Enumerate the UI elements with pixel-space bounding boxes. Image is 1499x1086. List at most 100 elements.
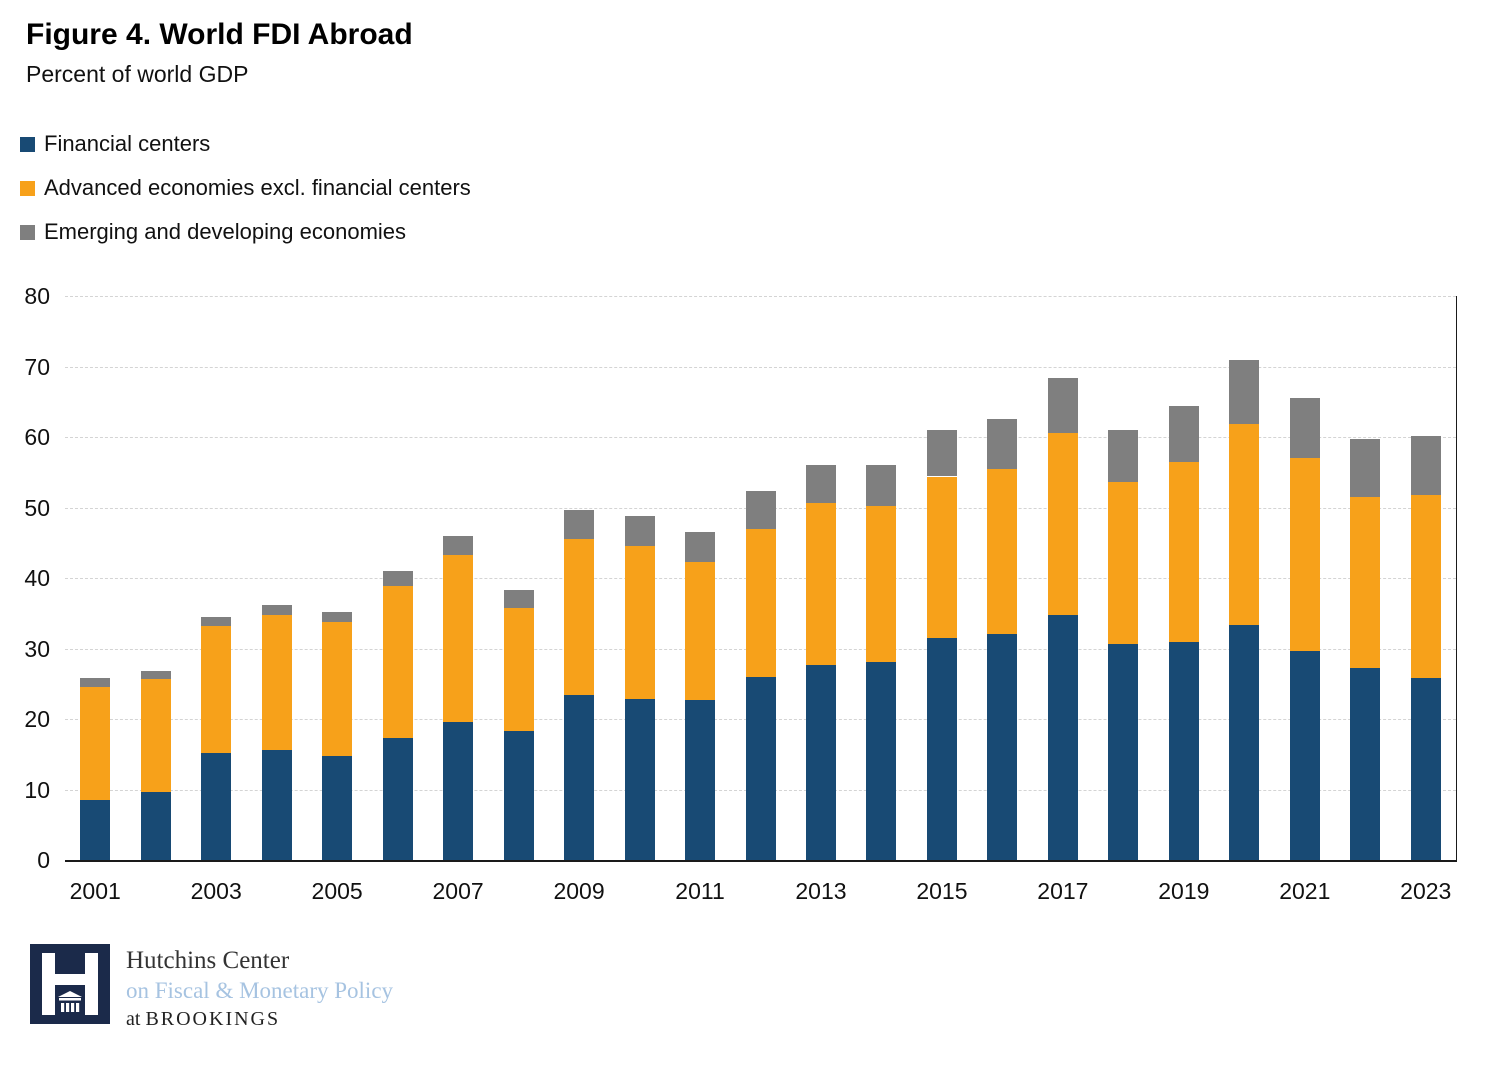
bar-2005-financial-centers — [322, 756, 353, 860]
bar-2014-advanced-economies-excl-financial-centers — [866, 506, 897, 662]
legend-swatch-advanced-economies — [20, 180, 35, 196]
y-tick-label-40: 40 — [24, 565, 50, 591]
bar-2002-advanced-economies-excl-financial-centers — [140, 678, 171, 792]
chart-title: Figure 4. World FDI Abroad — [26, 18, 413, 51]
bar-2019-advanced-economies-excl-financial-centers — [1168, 461, 1199, 643]
chart-area: 0 10 20 30 40 50 60 70 80 2001 2003 2005 2007 2009 201… — [0, 283, 1499, 904]
bar-2021-emerging-and-developing-economies — [1289, 398, 1320, 459]
bar-2020-financial-centers — [1229, 624, 1260, 860]
bar-2019-emerging-and-developing-economies — [1168, 406, 1199, 462]
footer-brand-line: at BROOKINGS — [126, 1005, 393, 1034]
bar-2006-emerging-and-developing-economies — [382, 570, 413, 587]
x-tick-label-2017: 2017 — [1037, 878, 1089, 904]
footer-brand-name: BROOKINGS — [145, 1008, 281, 1030]
bar-2023-emerging-and-developing-economies — [1410, 435, 1441, 495]
bar-2009-emerging-and-developing-economies — [564, 510, 595, 539]
hutchins-center-logo-icon — [30, 944, 110, 1024]
bar-2017-financial-centers — [1047, 615, 1078, 860]
x-tick-label-2019: 2019 — [1158, 878, 1210, 904]
x-tick-label-2021: 2021 — [1279, 878, 1331, 904]
bar-2017-advanced-economies-excl-financial-centers — [1047, 432, 1078, 616]
y-tick-label-50: 50 — [24, 494, 50, 521]
legend-swatch-emerging-economies — [20, 224, 35, 240]
bar-2018-advanced-economies-excl-financial-centers — [1108, 482, 1139, 644]
footer-brand-prefix: at — [126, 1008, 146, 1030]
bar-2006-financial-centers — [382, 738, 413, 860]
bar-2016-financial-centers — [987, 634, 1018, 860]
bar-2011-advanced-economies-excl-financial-centers — [685, 561, 716, 700]
bar-2008-emerging-and-developing-economies — [503, 590, 534, 608]
bar-2003-financial-centers — [201, 752, 232, 860]
bar-2006-advanced-economies-excl-financial-centers — [382, 586, 413, 739]
footer-text: Hutchins Center on Fiscal & Monetary Pol… — [126, 944, 393, 1034]
bar-2007-emerging-and-developing-economies — [443, 535, 474, 556]
x-tick-label-2023: 2023 — [1400, 878, 1452, 904]
bar-2013-financial-centers — [805, 665, 836, 860]
bar-2010-advanced-economies-excl-financial-centers — [624, 545, 655, 700]
bar-2014-financial-centers — [866, 661, 897, 860]
legend-item-financial-centers: Financial centers — [20, 122, 471, 166]
x-tick-label-2003: 2003 — [190, 878, 242, 904]
legend-label: Advanced economies excl. financial cente… — [44, 175, 471, 200]
bar-2005-advanced-economies-excl-financial-centers — [322, 622, 353, 757]
bar-2016-advanced-economies-excl-financial-centers — [987, 468, 1018, 635]
bar-2009-advanced-economies-excl-financial-centers — [564, 538, 595, 696]
bar-2012-emerging-and-developing-economies — [745, 491, 776, 529]
bar-2013-advanced-economies-excl-financial-centers — [805, 503, 836, 666]
gridline-60 — [65, 437, 1456, 438]
bar-2003-advanced-economies-excl-financial-centers — [201, 625, 232, 753]
plot-area — [65, 296, 1457, 862]
bar-2004-emerging-and-developing-economies — [261, 604, 292, 615]
legend-swatch-financial-centers — [20, 136, 35, 152]
x-tick-label-2007: 2007 — [432, 878, 484, 904]
footer-org-name: Hutchins Center — [126, 947, 290, 974]
bar-2008-financial-centers — [503, 731, 534, 860]
bar-2020-emerging-and-developing-economies — [1229, 360, 1260, 425]
x-tick-label-2011: 2011 — [675, 878, 725, 904]
y-tick-label-0: 0 — [37, 847, 50, 873]
bar-2015-emerging-and-developing-economies — [926, 429, 957, 477]
legend-item-emerging-economies: Emerging and developing economies — [20, 210, 471, 254]
legend: Financial centers Advanced economies exc… — [20, 122, 471, 254]
bar-2023-financial-centers — [1410, 678, 1441, 860]
bar-2003-emerging-and-developing-economies — [201, 616, 232, 626]
bar-2016-emerging-and-developing-economies — [987, 418, 1018, 469]
bar-2004-advanced-economies-excl-financial-centers — [261, 614, 292, 751]
bar-2012-advanced-economies-excl-financial-centers — [745, 528, 776, 677]
bar-2013-emerging-and-developing-economies — [805, 464, 836, 504]
y-tick-label-70: 70 — [24, 353, 50, 380]
bar-2015-financial-centers — [926, 637, 957, 860]
legend-label: Financial centers — [44, 131, 211, 156]
footer-org-tagline: on Fiscal & Monetary Policy — [126, 978, 394, 1003]
bar-2011-emerging-and-developing-economies — [685, 532, 716, 562]
bar-2004-financial-centers — [261, 750, 292, 860]
y-tick-label-10: 10 — [24, 776, 50, 803]
bar-2002-emerging-and-developing-economies — [140, 671, 171, 679]
bar-2002-financial-centers — [140, 791, 171, 860]
footer: Hutchins Center on Fiscal & Monetary Pol… — [30, 944, 393, 1034]
bar-2020-advanced-economies-excl-financial-centers — [1229, 424, 1260, 625]
bar-2009-financial-centers — [564, 695, 595, 860]
bar-2008-advanced-economies-excl-financial-centers — [503, 607, 534, 731]
bar-2022-financial-centers — [1350, 668, 1381, 860]
chart-subtitle: Percent of world GDP — [26, 61, 249, 87]
bar-2007-financial-centers — [443, 721, 474, 860]
y-tick-label-80: 80 — [24, 283, 50, 309]
bar-2018-emerging-and-developing-economies — [1108, 429, 1139, 483]
bar-2005-emerging-and-developing-economies — [322, 611, 353, 623]
bar-2010-financial-centers — [624, 699, 655, 860]
y-tick-label-60: 60 — [24, 424, 50, 450]
bar-2018-financial-centers — [1108, 643, 1139, 860]
legend-label: Emerging and developing economies — [44, 219, 407, 244]
bar-2011-financial-centers — [685, 699, 716, 860]
y-tick-label-20: 20 — [24, 706, 50, 732]
bar-2001-emerging-and-developing-economies — [80, 678, 111, 688]
bar-2022-advanced-economies-excl-financial-centers — [1350, 496, 1381, 669]
bar-2019-financial-centers — [1168, 642, 1199, 860]
x-tick-label-2005: 2005 — [311, 878, 363, 904]
x-tick-label-2013: 2013 — [795, 878, 847, 904]
bar-2001-financial-centers — [80, 800, 111, 860]
bar-2010-emerging-and-developing-economies — [624, 515, 655, 546]
bar-2023-advanced-economies-excl-financial-centers — [1410, 494, 1441, 679]
